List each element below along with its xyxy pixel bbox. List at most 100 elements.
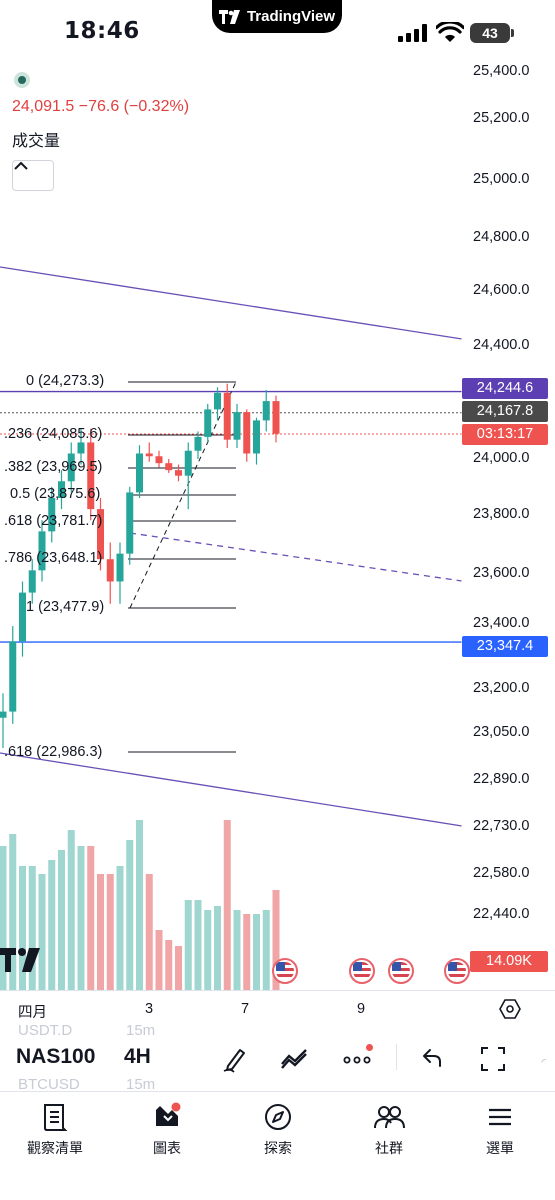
time-label: 9	[357, 1001, 366, 1017]
collapse-legend-button[interactable]	[12, 160, 54, 191]
fib-level-label: .618 (22,986.3)	[4, 744, 103, 760]
candle-body	[87, 442, 95, 510]
symbol-button[interactable]: NAS100	[16, 1045, 96, 1068]
fullscreen-icon[interactable]	[478, 1044, 508, 1074]
price-axis-label: 23,800.0	[473, 506, 530, 522]
nav-community[interactable]: 社群	[339, 1102, 439, 1158]
volume-bar	[272, 890, 280, 990]
community-icon	[374, 1106, 405, 1129]
fib-level-label: .786 (23,648.1)	[4, 550, 103, 566]
candle-body	[243, 412, 251, 454]
candle-body	[116, 553, 124, 582]
us-economic-event-icon[interactable]	[388, 958, 414, 984]
candle-body	[272, 401, 280, 434]
ghost-interval: 15m	[126, 1076, 156, 1093]
fib-level-label: 0.5 (23,875.6)	[10, 486, 101, 502]
volume-bar	[87, 846, 95, 990]
status-icons: 43	[398, 22, 518, 44]
nav-menu[interactable]: 選單	[450, 1102, 550, 1158]
undo-icon[interactable]	[416, 1044, 446, 1074]
chevron-up-icon	[14, 161, 28, 170]
volume-bar	[184, 900, 192, 990]
candle-body	[97, 509, 104, 560]
candle-body	[19, 592, 26, 642]
candle-body	[67, 453, 75, 482]
volume-bar	[48, 860, 56, 990]
fib-level-label: .236 (24,085.6)	[4, 426, 103, 442]
candle-body	[48, 497, 56, 532]
candle-body	[38, 531, 46, 571]
price-axis-label: 24,800.0	[473, 229, 530, 245]
nav-label: 社群	[375, 1140, 403, 1156]
notification-badge	[366, 1044, 373, 1051]
nav-watchlist[interactable]: 觀察清單	[5, 1102, 105, 1158]
price-axis-label: 22,890.0	[473, 771, 530, 787]
price-chart[interactable]: 24,091.5 −76.6 (−0.32%) 成交量 25,400.0 25,2…	[0, 60, 555, 995]
volume-bar	[204, 910, 212, 990]
trend-line-dashed	[129, 532, 463, 582]
candle-body	[204, 409, 212, 437]
time-label: 3	[145, 1001, 154, 1017]
fib-level-label: .382 (23,969.5)	[4, 459, 103, 475]
chart-toolbar: USDT.D 15m NAS100 4H BTCUSD 15m	[0, 1022, 555, 1093]
volume-bar	[0, 846, 7, 990]
volume-bar	[165, 940, 173, 990]
chart-canvas[interactable]	[0, 60, 555, 995]
menu-icon	[489, 1108, 511, 1126]
volume-bar	[214, 906, 221, 990]
nav-chart[interactable]: 圖表	[117, 1102, 217, 1158]
volume-bar	[243, 914, 251, 990]
watchlist-icon	[44, 1104, 68, 1131]
redo-icon[interactable]	[540, 1044, 555, 1074]
tradingview-watermark-icon	[0, 948, 40, 972]
candle-body	[126, 492, 134, 554]
interval-button[interactable]: 4H	[124, 1045, 151, 1068]
status-bar: 18:46 TradingView 43	[0, 0, 555, 66]
fib-level-label: 0 (24,273.3)	[26, 373, 105, 389]
drawing-pen-icon[interactable]	[220, 1044, 250, 1074]
price-axis-label: 24,400.0	[473, 337, 530, 353]
chart-icon	[156, 1102, 181, 1126]
last-price-tag: 24,167.8	[462, 401, 548, 422]
volume-bar	[253, 914, 260, 990]
indicators-icon[interactable]	[279, 1044, 309, 1074]
candle-body	[106, 559, 114, 582]
ghost-symbol: BTCUSD	[18, 1076, 80, 1093]
nav-label: 選單	[486, 1140, 514, 1156]
candle-body	[136, 453, 143, 493]
more-options-icon[interactable]	[342, 1044, 372, 1074]
bar-countdown-tag: 03:13:17	[462, 424, 548, 445]
candle-body	[0, 711, 7, 718]
candle-body	[58, 481, 65, 498]
time-label: 四月	[18, 1005, 47, 1021]
volume-bar	[67, 830, 75, 990]
nav-explore[interactable]: 探索	[228, 1102, 328, 1158]
candle-body	[184, 450, 192, 476]
us-economic-event-icon[interactable]	[349, 958, 375, 984]
candle-body	[253, 420, 260, 454]
volume-indicator-label[interactable]: 成交量	[12, 133, 61, 150]
fib-level-label: 1 (23,477.9)	[26, 599, 105, 615]
volume-bar	[145, 874, 153, 990]
chart-settings-icon[interactable]	[498, 997, 522, 1021]
candle-body	[165, 463, 173, 471]
us-economic-event-icon[interactable]	[444, 958, 470, 984]
toolbar-divider	[396, 1044, 397, 1070]
us-economic-event-icon[interactable]	[272, 958, 298, 984]
volume-bar	[126, 840, 134, 990]
bottom-navigation: 觀察清單 圖表 探索 社群 選單	[0, 1092, 555, 1200]
volume-bar	[77, 846, 85, 990]
battery-icon: 43	[470, 23, 514, 43]
price-axis-label: 23,400.0	[473, 615, 530, 631]
candle-body	[145, 453, 153, 457]
candle-body	[155, 456, 163, 464]
time-axis[interactable]: 四月 3 7 9	[0, 990, 555, 1026]
ghost-interval: 15m	[126, 1022, 156, 1039]
volume-bar	[194, 900, 202, 990]
legend-quote: 24,091.5 −76.6 (−0.32%)	[12, 98, 190, 115]
candle-body	[28, 570, 36, 593]
price-axis-label: 23,200.0	[473, 680, 530, 696]
volume-bar	[116, 866, 124, 990]
nav-label: 觀察清單	[27, 1140, 83, 1156]
tradingview-banner: TradingView	[212, 0, 342, 33]
